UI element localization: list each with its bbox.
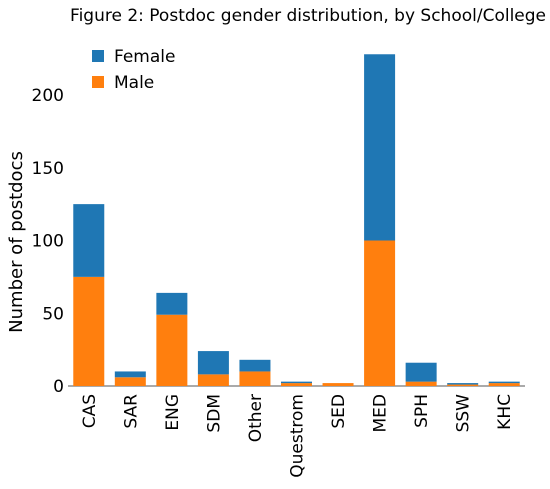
x-tick-label: SPH xyxy=(412,394,432,428)
legend-swatch-female xyxy=(92,50,104,62)
y-ticks: 0 50 100 150 200 xyxy=(32,86,64,397)
bar-female-khc xyxy=(488,381,520,384)
bar-male-questrom xyxy=(281,383,312,386)
x-tick-label: SED xyxy=(329,394,349,429)
bars xyxy=(73,54,520,386)
bar-male-sdm xyxy=(197,374,229,386)
bar-female-other xyxy=(239,359,271,372)
x-tick-label: SSW xyxy=(454,394,474,433)
y-tick-label: 0 xyxy=(53,377,64,397)
bar-male-med xyxy=(364,240,396,386)
x-tick-label: MED xyxy=(371,394,391,433)
bar-female-questrom xyxy=(281,381,312,384)
bar-female-sdm xyxy=(197,351,229,375)
x-tick-label: KHC xyxy=(495,394,515,430)
x-ticks: CAS SAR ENG SDM Other Questrom SED MED SPH SSW KHC xyxy=(80,394,515,478)
legend-label-male: Male xyxy=(114,73,154,93)
bar-female-ssw xyxy=(447,383,479,385)
legend-label-female: Female xyxy=(114,47,175,67)
bar-female-cas xyxy=(73,204,105,277)
x-tick-label: CAS xyxy=(80,394,100,428)
y-tick-label: 150 xyxy=(32,159,64,179)
bar-male-eng xyxy=(156,314,188,386)
legend: Female Male xyxy=(92,47,175,93)
bar-male-sed xyxy=(322,383,354,386)
y-tick-label: 50 xyxy=(42,304,64,324)
bar-female-sar xyxy=(114,371,146,378)
chart-title: Figure 2: Postdoc gender distribution, b… xyxy=(70,6,546,26)
y-tick-label: 200 xyxy=(32,86,64,106)
bar-male-other xyxy=(239,371,271,386)
bar-female-eng xyxy=(156,292,188,315)
bar-female-med xyxy=(364,54,396,241)
bar-male-khc xyxy=(488,383,520,386)
bar-male-sar xyxy=(114,377,146,386)
x-tick-label: SAR xyxy=(121,394,141,429)
x-tick-label: Other xyxy=(246,394,266,442)
y-tick-label: 100 xyxy=(32,232,64,252)
x-tick-label: Questrom xyxy=(288,394,308,478)
legend-swatch-male xyxy=(92,76,104,88)
x-tick-label: SDM xyxy=(204,394,224,433)
bar-male-cas xyxy=(73,276,105,386)
bar-female-sph xyxy=(405,362,437,382)
y-axis-label: Number of postdocs xyxy=(6,151,27,333)
bar-male-ssw xyxy=(447,384,479,386)
x-tick-label: ENG xyxy=(163,394,183,431)
bar-male-sph xyxy=(405,381,437,386)
